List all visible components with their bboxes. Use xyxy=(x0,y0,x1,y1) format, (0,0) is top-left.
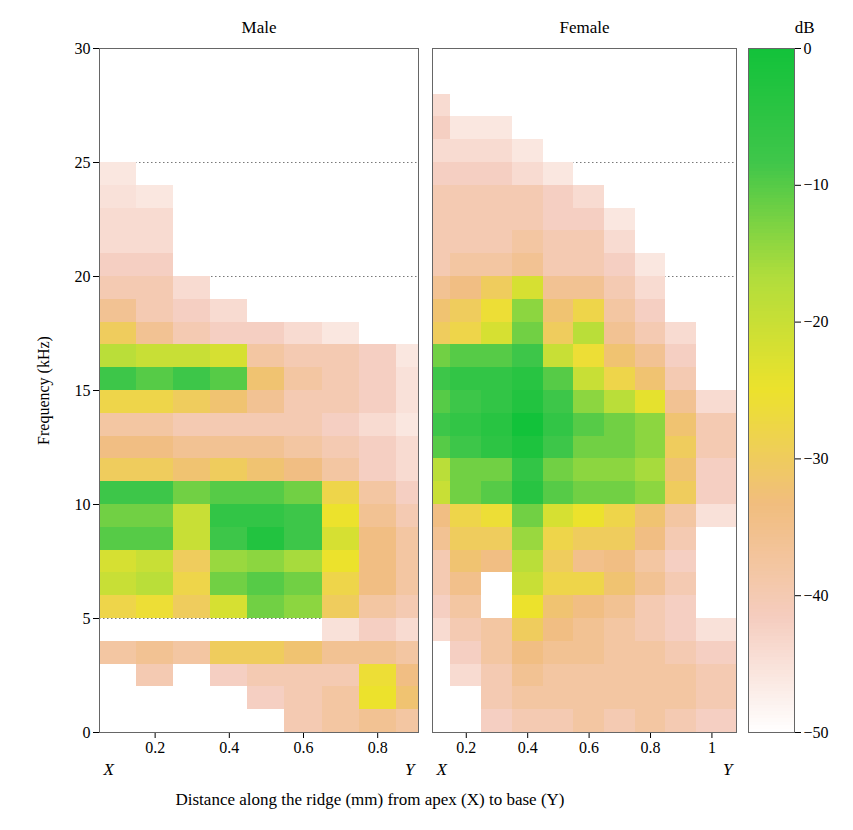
svg-text:0: 0 xyxy=(83,724,91,741)
svg-text:15: 15 xyxy=(75,382,91,399)
html-text:Distance along the ridge (mm): Distance along the ridge (mm) from apex … xyxy=(175,790,565,809)
svg-text:1: 1 xyxy=(708,739,716,756)
svg-text:0.6: 0.6 xyxy=(579,739,599,756)
svg-text:−30: −30 xyxy=(804,450,829,467)
svg-text:0.8: 0.8 xyxy=(368,739,388,756)
svg-text:10: 10 xyxy=(75,496,91,513)
svg-text:Y: Y xyxy=(405,760,416,779)
svg-text:0.8: 0.8 xyxy=(641,739,661,756)
svg-text:0.2: 0.2 xyxy=(145,739,165,756)
svg-text:0.4: 0.4 xyxy=(518,739,538,756)
svg-text:−40: −40 xyxy=(804,587,829,604)
svg-text:0.6: 0.6 xyxy=(294,739,314,756)
svg-text:−10: −10 xyxy=(804,176,829,193)
svg-text:Y: Y xyxy=(723,760,734,779)
svg-text:X: X xyxy=(103,760,115,779)
svg-text:0.4: 0.4 xyxy=(219,739,239,756)
svg-text:Female: Female xyxy=(559,18,609,37)
svg-text:25: 25 xyxy=(75,154,91,171)
svg-text:X: X xyxy=(436,760,448,779)
svg-text:30: 30 xyxy=(75,40,91,57)
svg-text:Male: Male xyxy=(242,18,277,37)
svg-text:0.2: 0.2 xyxy=(456,739,476,756)
svg-text:dB: dB xyxy=(795,18,815,37)
svg-text:5: 5 xyxy=(83,610,91,627)
svg-text:−20: −20 xyxy=(804,313,829,330)
svg-text:0: 0 xyxy=(804,40,812,57)
svg-text:20: 20 xyxy=(75,268,91,285)
svg-text:Frequency (kHz): Frequency (kHz) xyxy=(35,336,53,445)
svg-text:−50: −50 xyxy=(804,724,829,741)
